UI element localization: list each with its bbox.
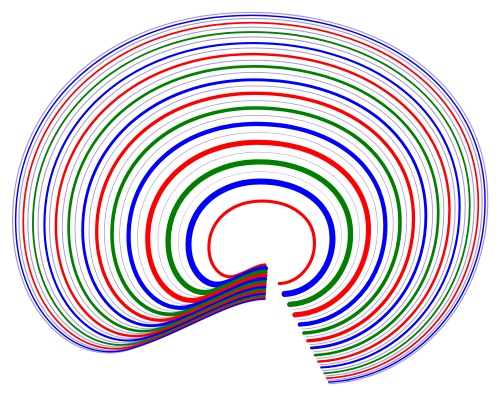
hairline — [50, 48, 456, 365]
band — [83, 80, 426, 348]
hairlines — [13, 12, 488, 383]
bands — [16, 15, 485, 382]
spiral-picture — [0, 0, 498, 408]
